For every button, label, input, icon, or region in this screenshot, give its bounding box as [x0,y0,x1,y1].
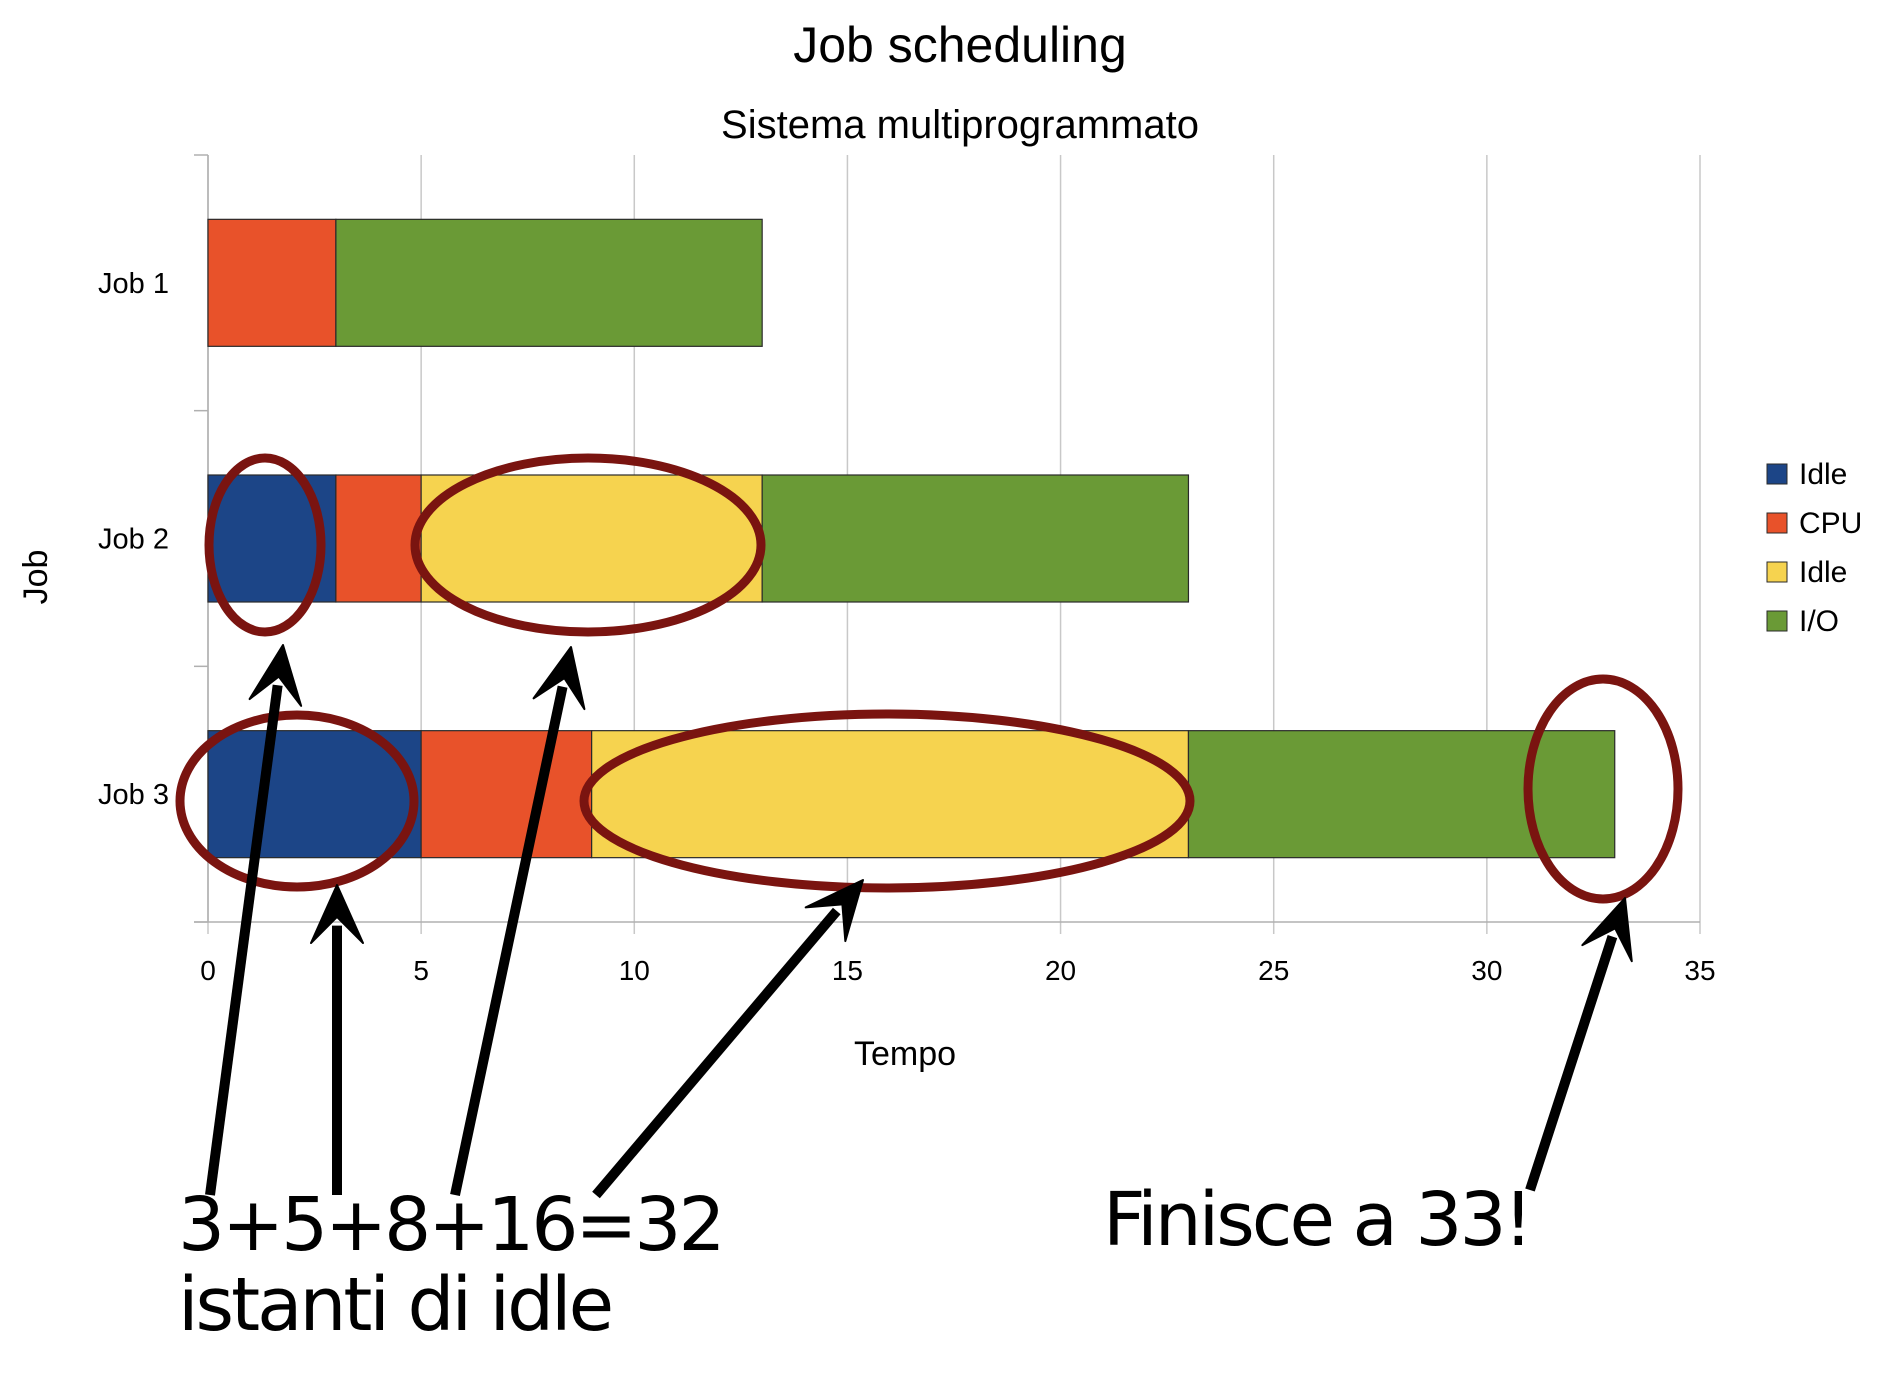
bar-job2-seg1 [335,474,422,603]
x-tick-label: 35 [1684,955,1715,986]
legend-swatch [1766,561,1788,583]
chart-subtitle: Sistema multiprogrammato [721,103,1199,147]
x-tick-label: 10 [619,955,650,986]
category-label: Job 1 [98,268,169,300]
bar-job1-seg1 [207,218,337,347]
legend-label: CPU [1799,507,1862,540]
idle-sum-line1: 3+5+8+16=32 [178,1182,723,1268]
bar-job3-seg0 [207,730,422,859]
chart-title: Job scheduling [793,17,1127,73]
highlight-ellipse-3 [175,710,419,892]
annotation-arrow-4 [592,879,864,1199]
annotation-arrow-1 [205,644,303,1196]
x-tick-label: 5 [413,955,429,986]
highlight-ellipse-4 [579,709,1195,893]
idle-sum-line2: istanti di idle [178,1262,611,1348]
category-label: Job 2 [98,524,169,556]
bar-job2-seg3 [761,474,1190,603]
bar-job3-seg1 [420,730,593,859]
x-tick-label: 25 [1258,955,1289,986]
legend-swatch [1766,463,1788,485]
category-labels: Job 1 Job 2 Job 3 [98,268,169,811]
annotation-arrows [205,644,1633,1199]
category-label: Job 3 [98,779,169,811]
x-tick-label: 30 [1471,955,1502,986]
annotation-arrow-5 [1525,897,1633,1192]
x-tick-labels: 0 5 10 15 20 25 30 35 [200,955,1715,986]
x-axis-title: Tempo [854,1035,956,1073]
legend: Idle CPU Idle I/O [1766,458,1862,638]
highlight-ellipse-1 [204,453,326,637]
legend-label: Idle [1799,458,1847,491]
finish-note: Finisce a 33! [1103,1177,1530,1263]
x-tick-label: 15 [832,955,863,986]
legend-swatch [1766,512,1788,534]
highlight-ellipse-5 [1523,674,1683,904]
bar-job1-seg3 [335,218,763,347]
y-axis-title: Job [17,550,55,605]
legend-label: I/O [1799,605,1839,638]
bar-job3-seg3 [1187,730,1616,859]
legend-label: Idle [1799,556,1847,589]
highlight-ellipse-2 [410,453,766,637]
annotation-arrow-2 [310,884,364,1195]
legend-swatch [1766,610,1788,632]
bars [207,218,1616,859]
bar-job2-seg2 [420,474,763,603]
annotation-arrow-3 [450,646,586,1197]
bar-job3-seg2 [591,730,1190,859]
x-tick-label: 20 [1045,955,1076,986]
x-tick-label: 0 [200,955,216,986]
annotation-ellipses [175,453,1683,904]
